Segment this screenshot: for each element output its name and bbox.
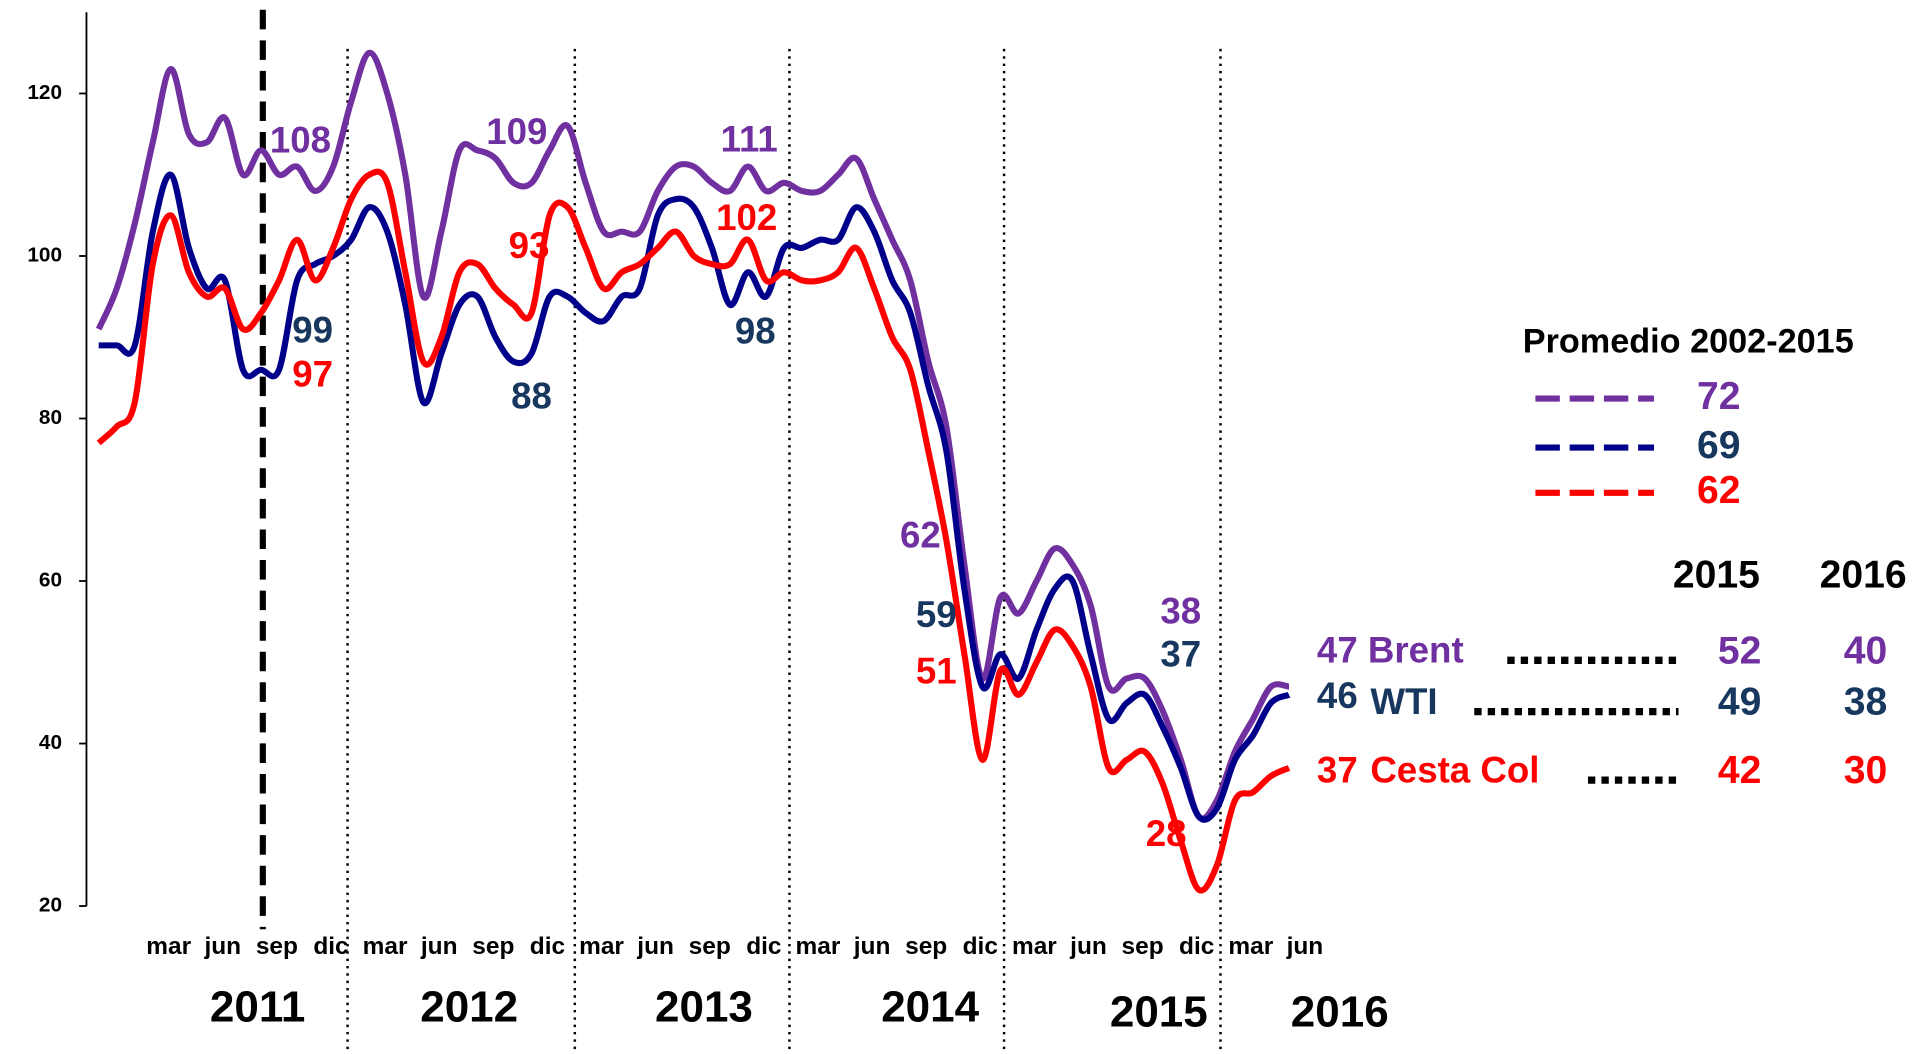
series-line (95, 49, 1290, 822)
year-label: 2012 (420, 983, 518, 1032)
x-tick-label: mar (579, 933, 624, 960)
data-label: 37 (1317, 749, 1358, 790)
data-label: 59 (916, 594, 957, 635)
data-label: 46 (1317, 675, 1358, 716)
x-tick-label: mar (1012, 933, 1057, 960)
x-tick-label: dic (1179, 933, 1214, 960)
year-label: 2015 (1110, 987, 1208, 1036)
year-label: 2016 (1291, 987, 1389, 1036)
legend-label: Cesta Col (1370, 749, 1539, 790)
x-tick-label: dic (530, 933, 565, 960)
annual-value: 49 (1718, 681, 1762, 724)
annual-header: 2016 (1820, 553, 1907, 596)
x-tick-label: mar (796, 933, 841, 960)
year-label: 2011 (210, 983, 305, 1032)
legend-label: WTI (1370, 681, 1437, 722)
x-tick-label: dic (746, 933, 781, 960)
x-tick-label: sep (472, 933, 514, 960)
year-label: 2013 (655, 983, 753, 1032)
y-tick-label: 100 (27, 243, 62, 266)
x-tick-label: sep (905, 933, 947, 960)
x-tick-label: jun (420, 933, 458, 960)
y-tick-label: 80 (39, 406, 62, 429)
x-tick-label: sep (689, 933, 731, 960)
annual-value: 38 (1844, 681, 1888, 724)
y-tick-label: 60 (39, 569, 62, 592)
annual-value: 42 (1718, 749, 1762, 792)
series-line (96, 168, 1291, 894)
x-tick-label: jun (853, 933, 891, 960)
annual-value: 40 (1844, 629, 1888, 672)
data-label: 98 (735, 310, 776, 351)
data-label: 111 (721, 119, 778, 160)
average-title: Promedio 2002-2015 (1523, 323, 1854, 361)
data-label: 102 (716, 197, 777, 238)
annual-value: 52 (1718, 629, 1762, 672)
x-tick-label: dic (313, 933, 348, 960)
data-label: 99 (292, 309, 333, 350)
year-label: 2014 (881, 983, 979, 1032)
annual-header: 2015 (1673, 553, 1760, 596)
data-label: 51 (916, 650, 957, 691)
x-tick-label: jun (636, 933, 674, 960)
average-value: 62 (1697, 469, 1741, 512)
x-tick-label: dic (963, 933, 998, 960)
legend-label: Brent (1368, 630, 1464, 671)
x-tick-label: mar (1228, 933, 1273, 960)
x-tick-label: jun (1286, 933, 1324, 960)
data-label: 88 (511, 375, 552, 416)
x-tick-label: mar (146, 933, 191, 960)
annual-value: 30 (1844, 749, 1888, 792)
x-tick-label: jun (203, 933, 241, 960)
x-tick-label: jun (1069, 933, 1107, 960)
data-label: 62 (900, 515, 941, 556)
x-tick-label: mar (363, 933, 408, 960)
x-tick-label: sep (256, 933, 298, 960)
y-tick-label: 40 (39, 731, 62, 754)
data-label: 37 (1160, 633, 1201, 674)
data-label: 38 (1160, 591, 1201, 632)
data-label: 109 (486, 111, 547, 152)
y-tick-label: 120 (27, 81, 62, 104)
data-label: 108 (270, 120, 331, 161)
data-label: 97 (292, 353, 333, 394)
x-tick-label: sep (1122, 933, 1164, 960)
data-label: 93 (509, 225, 550, 266)
average-value: 72 (1697, 375, 1741, 418)
y-tick-label: 20 (39, 894, 62, 917)
data-label: 28 (1146, 813, 1187, 854)
data-label: 47 (1317, 630, 1358, 671)
series-line (98, 171, 1291, 823)
average-value: 69 (1697, 424, 1741, 467)
